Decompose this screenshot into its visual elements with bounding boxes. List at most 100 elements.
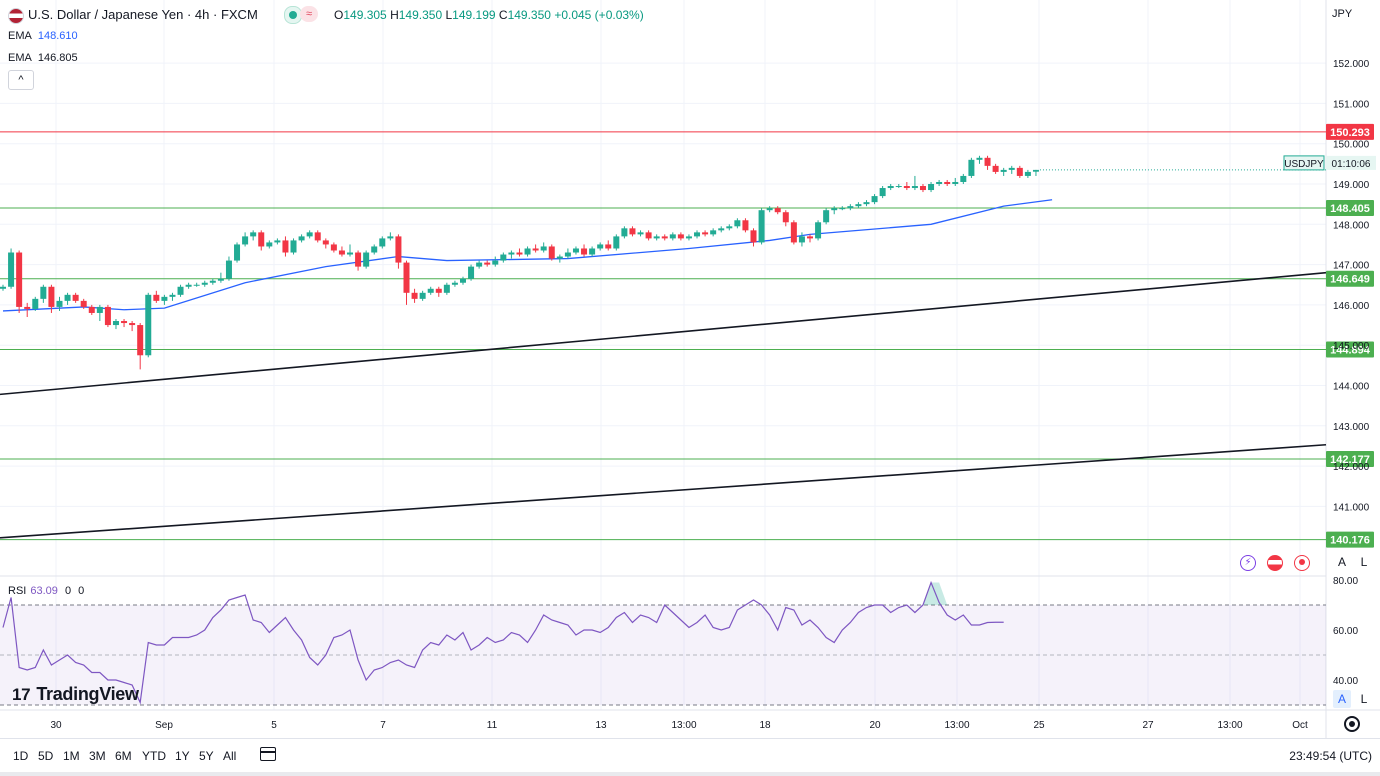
- candle-body: [145, 294, 152, 356]
- ema-fast-legend[interactable]: EMA 148.610: [8, 30, 78, 42]
- timeframe-all[interactable]: All: [223, 749, 237, 763]
- candle-body: [169, 294, 176, 297]
- calendar-icon[interactable]: [260, 747, 276, 761]
- candle-body: [459, 278, 466, 283]
- candle-body: [258, 232, 265, 247]
- candle-body: [363, 252, 370, 267]
- candle-body: [887, 186, 894, 189]
- rsi-tick-label: 60.00: [1333, 626, 1358, 637]
- time-tick-label: Sep: [155, 720, 173, 731]
- level-tag: [1326, 531, 1374, 548]
- high-value: 149.350: [398, 8, 443, 22]
- bottom-strip: [0, 772, 1380, 776]
- timeframe-ytd[interactable]: YTD: [142, 749, 166, 763]
- timeframe-5d[interactable]: 5D: [38, 749, 54, 763]
- candle-body: [855, 204, 862, 207]
- timeframe-5y[interactable]: 5Y: [199, 749, 214, 763]
- candle-body: [40, 286, 47, 299]
- price-tick-label: 142.000: [1333, 462, 1370, 473]
- candle-body: [685, 236, 692, 239]
- log-scale-button[interactable]: L: [1355, 553, 1373, 571]
- timeframe-1d[interactable]: 1D: [13, 749, 29, 763]
- candle-body: [1000, 169, 1007, 172]
- candle-body: [72, 294, 79, 301]
- rsi-auto-scale-button[interactable]: A: [1333, 690, 1351, 708]
- record-icon[interactable]: [1294, 555, 1310, 571]
- candle-body: [80, 300, 87, 307]
- timeframe-3m[interactable]: 3M: [89, 749, 106, 763]
- candle-body: [500, 254, 507, 261]
- rsi-legend[interactable]: RSI 63.09 0 0: [8, 585, 84, 597]
- candle-body: [992, 165, 999, 172]
- candle-body: [0, 286, 6, 289]
- candle-body: [185, 284, 192, 287]
- us-flag-icon[interactable]: [1267, 555, 1283, 571]
- timeframe-1y[interactable]: 1Y: [175, 749, 190, 763]
- candle-body: [234, 244, 241, 261]
- currency-selector[interactable]: JPY: [1332, 8, 1352, 20]
- candle-body: [427, 288, 434, 293]
- logo-text: TradingView: [36, 684, 139, 704]
- candle-body: [694, 232, 701, 237]
- candle-body: [702, 232, 709, 235]
- level-label: 146.649: [1330, 274, 1370, 286]
- candle-body: [556, 256, 563, 259]
- candle-body: [1016, 167, 1023, 176]
- candle-body: [637, 232, 644, 235]
- candle-body: [968, 159, 975, 176]
- candle-body: [532, 248, 539, 251]
- auto-scale-button[interactable]: A: [1333, 553, 1351, 571]
- candle-body: [338, 250, 345, 255]
- candle-body: [282, 240, 289, 253]
- legend-main[interactable]: U.S. Dollar / Japanese Yen · 4h · FXCM: [28, 7, 258, 22]
- utc-clock[interactable]: 23:49:54 (UTC): [1289, 749, 1372, 763]
- candle-body: [371, 246, 378, 253]
- candle-body: [944, 181, 951, 184]
- candle-body: [476, 262, 483, 267]
- candle-body: [823, 210, 830, 223]
- candle-body: [443, 284, 450, 293]
- horizontal-levels: 150.293 148.405 146.649 144.894 142.177 140.1…: [0, 123, 1374, 548]
- data-wave-icon[interactable]: ≈: [300, 6, 318, 22]
- ema-fast-value: 148.610: [37, 30, 78, 42]
- candle-body: [831, 208, 838, 211]
- rsi-line: [2, 580, 1004, 705]
- change-value: +0.045 (+0.03%): [554, 8, 644, 22]
- candle-body: [645, 232, 652, 239]
- candle-body: [960, 175, 967, 182]
- candle-body: [32, 298, 39, 309]
- candle-body: [24, 306, 31, 309]
- price-tick-label: 149.000: [1333, 180, 1370, 191]
- level-tag: [1326, 450, 1374, 467]
- open-label: O: [334, 8, 344, 22]
- level-label: 150.293: [1330, 127, 1370, 139]
- time-tick-label: Oct: [1292, 720, 1308, 731]
- candle-body: [677, 234, 684, 239]
- rsi-label: RSI: [8, 585, 27, 597]
- candle-body: [572, 248, 579, 253]
- timeframe-1m[interactable]: 1M: [63, 749, 80, 763]
- close-value: 149.350: [507, 8, 551, 22]
- candle-body: [605, 244, 612, 249]
- ema-slow-legend[interactable]: EMA 146.805: [8, 52, 78, 64]
- candle-body: [153, 294, 160, 301]
- tradingview-logo[interactable]: 17 TradingView: [12, 684, 139, 705]
- timeframe-6m[interactable]: 6M: [115, 749, 132, 763]
- symbol-tag-label: USDJPY: [1284, 159, 1324, 170]
- candle-body: [403, 262, 410, 293]
- rsi-log-scale-button[interactable]: L: [1355, 690, 1373, 708]
- rsi-tick-label: 80.00: [1333, 576, 1358, 587]
- candle-body: [209, 280, 216, 283]
- level-label: 140.176: [1330, 535, 1370, 547]
- candle-body: [129, 323, 136, 326]
- collapse-legend-button[interactable]: ^: [8, 70, 34, 90]
- price-tick-label: 152.000: [1333, 59, 1370, 70]
- tradingview-mark-icon: 17: [12, 685, 31, 704]
- lightning-icon[interactable]: ⚡: [1240, 555, 1256, 571]
- candle-body: [540, 246, 547, 251]
- candle-body: [8, 252, 15, 287]
- ema-fast-line: [2, 199, 1053, 312]
- candle-body: [879, 188, 886, 197]
- gear-icon[interactable]: [1344, 716, 1360, 732]
